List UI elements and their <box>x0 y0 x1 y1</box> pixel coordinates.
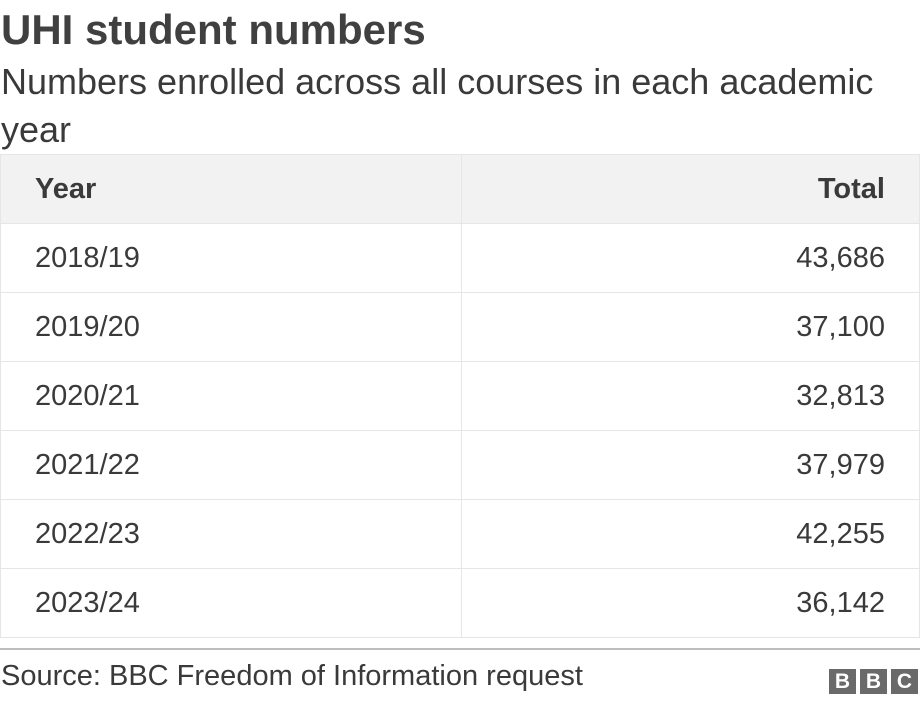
total-cell: 37,979 <box>461 430 920 500</box>
total-cell: 42,255 <box>461 499 920 569</box>
year-cell: 2021/22 <box>0 430 462 500</box>
bbc-logo-block: B <box>860 669 887 694</box>
table-header-row: Year Total <box>0 154 920 224</box>
year-cell: 2019/20 <box>0 292 462 362</box>
data-table-container: Year Total 2018/19 43,686 2019/20 37,100… <box>0 154 920 638</box>
total-cell: 37,100 <box>461 292 920 362</box>
year-cell: 2022/23 <box>0 499 462 569</box>
table-row: 2019/20 37,100 <box>0 292 920 362</box>
column-header-year: Year <box>0 154 462 224</box>
table-row: 2023/24 36,142 <box>0 568 920 638</box>
column-header-total: Total <box>461 154 920 224</box>
table-row: 2018/19 43,686 <box>0 223 920 293</box>
bbc-logo: B B C <box>829 669 918 694</box>
total-cell: 43,686 <box>461 223 920 293</box>
chart-title: UHI student numbers <box>1 6 426 53</box>
chart-subtitle: Numbers enrolled across all courses in e… <box>1 61 874 150</box>
table-row: 2022/23 42,255 <box>0 499 920 569</box>
table-row: 2020/21 32,813 <box>0 361 920 431</box>
year-cell: 2020/21 <box>0 361 462 431</box>
bbc-logo-block: C <box>891 669 918 694</box>
bbc-logo-block: B <box>829 669 856 694</box>
total-cell: 36,142 <box>461 568 920 638</box>
year-cell: 2018/19 <box>0 223 462 293</box>
year-cell: 2023/24 <box>0 568 462 638</box>
total-cell: 32,813 <box>461 361 920 431</box>
footer-divider <box>0 648 920 650</box>
data-table: Year Total 2018/19 43,686 2019/20 37,100… <box>0 154 920 638</box>
table-row: 2021/22 37,979 <box>0 430 920 500</box>
source-note: Source: BBC Freedom of Information reque… <box>1 660 583 692</box>
